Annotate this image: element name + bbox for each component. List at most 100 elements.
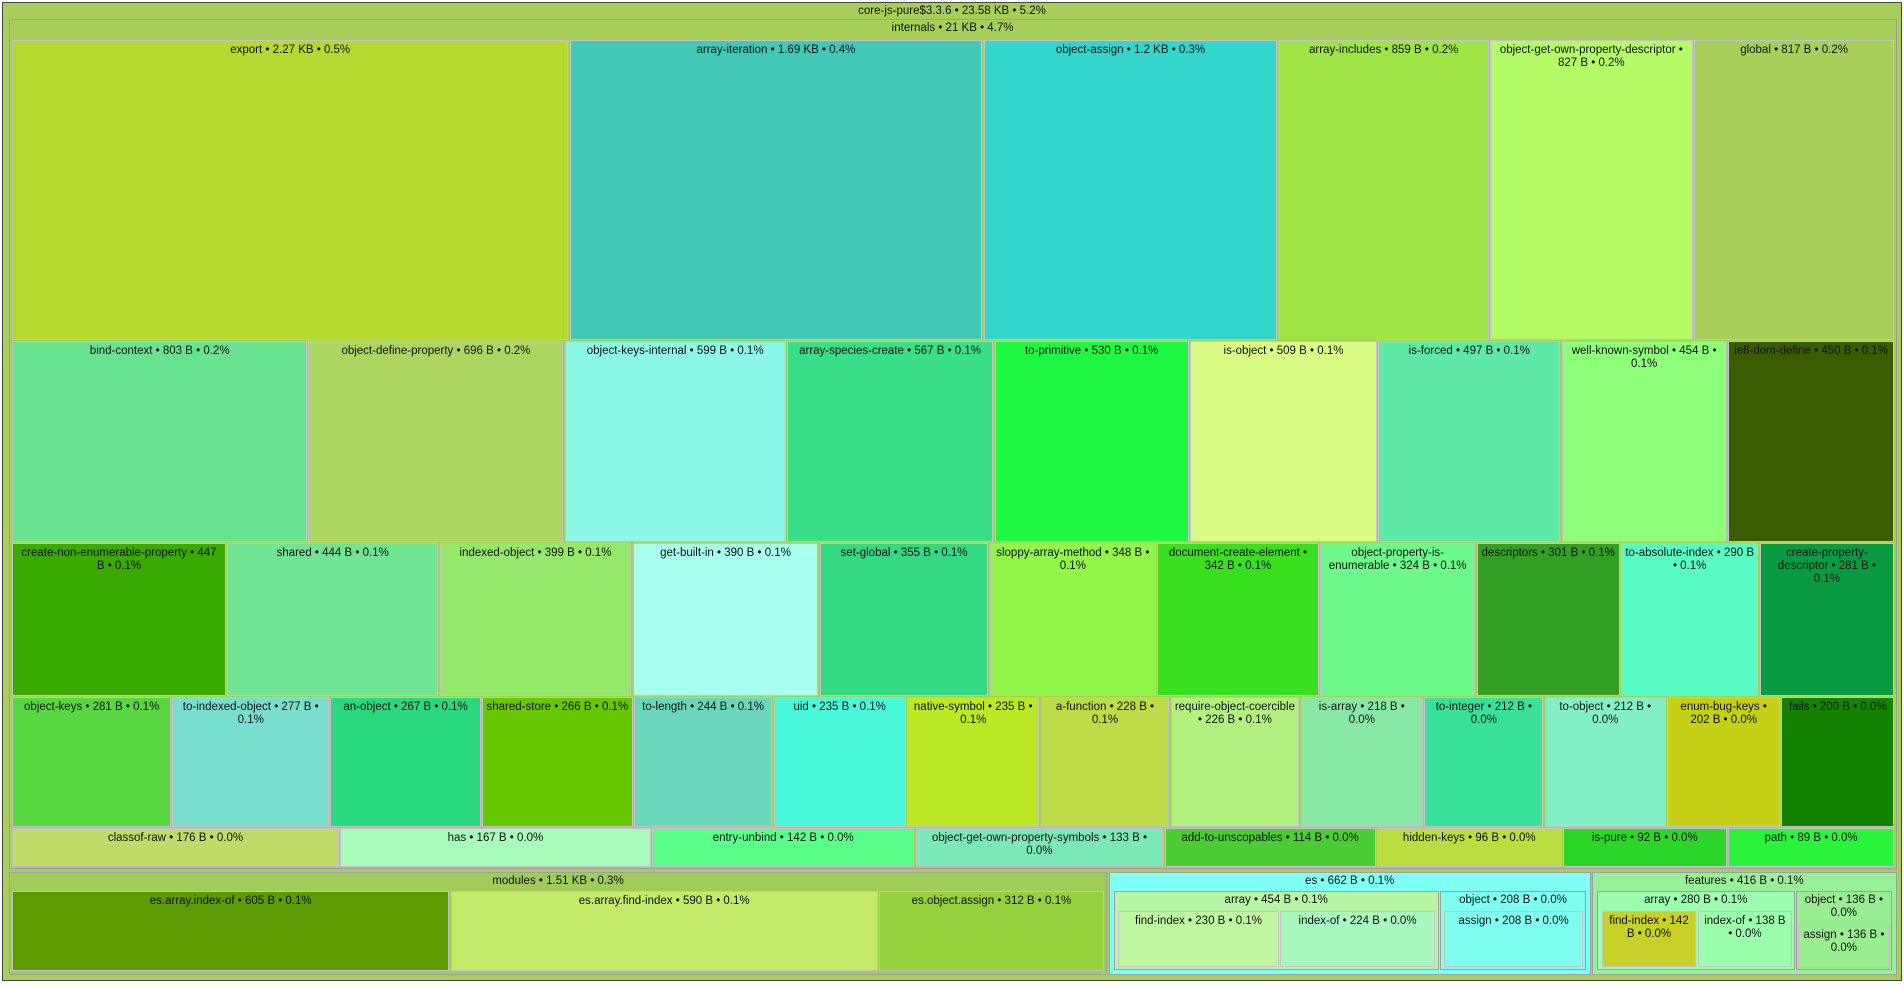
cell-label: core-js-pure$3.3.6 • 23.58 KB • 5.2% (858, 5, 1046, 18)
treemap-cell-bind-context[interactable]: bind-context • 803 B • 0.2% (12, 341, 308, 542)
treemap-cell-classof-raw[interactable]: classof-raw • 176 B • 0.0% (12, 828, 339, 867)
treemap-cell-object-get-own-property-descriptor[interactable]: object-get-own-property-descriptor • 827… (1489, 40, 1693, 340)
treemap-cell-a-function[interactable]: a-function • 228 B • 0.1% (1040, 697, 1170, 827)
treemap-cell-ie8-dom-define[interactable]: ie8-dom-define • 450 B • 0.1% (1727, 341, 1895, 542)
treemap-cell-native-symbol[interactable]: native-symbol • 235 B • 0.1% (907, 697, 1040, 827)
cell-label: hidden-keys • 96 B • 0.0% (1402, 832, 1536, 845)
treemap-cell-create-property-descriptor[interactable]: create-property-descriptor • 281 B • 0.1… (1759, 542, 1895, 696)
treemap-cell-to-indexed-object[interactable]: to-indexed-object • 277 B • 0.1% (172, 697, 330, 827)
cell-label: array-iteration • 1.69 KB • 0.4% (696, 44, 856, 57)
cell-label: is-pure • 92 B • 0.0% (1591, 832, 1698, 845)
cell-label: document-create-element • 342 B • 0.1% (1168, 546, 1308, 572)
cell-label: is-object • 509 B • 0.1% (1223, 345, 1344, 358)
cell-label: global • 817 B • 0.2% (1740, 44, 1848, 57)
cell-label: create-property-descriptor • 281 B • 0.1… (1777, 546, 1876, 585)
cell-label: array • 280 B • 0.1% (1644, 894, 1748, 907)
cell-label: object-define-property • 696 B • 0.2% (341, 345, 531, 358)
treemap-cell-find-index[interactable]: find-index • 230 B • 0.1% (1118, 910, 1279, 967)
treemap-cell-well-known-symbol[interactable]: well-known-symbol • 454 B • 0.1% (1561, 341, 1727, 542)
treemap-cell-array-species-create[interactable]: array-species-create • 567 B • 0.1% (786, 341, 994, 542)
cell-label: native-symbol • 235 B • 0.1% (913, 701, 1033, 726)
treemap-cell-get-built-in[interactable]: get-built-in • 390 B • 0.1% (632, 542, 819, 696)
cell-label: classof-raw • 176 B • 0.0% (107, 832, 244, 845)
cell-label: create-non-enumerable-property • 447 B •… (21, 546, 217, 572)
treemap-cell-sloppy-array-method[interactable]: sloppy-array-method • 348 B • 0.1% (989, 542, 1156, 696)
treemap-cell-array-iteration[interactable]: array-iteration • 1.69 KB • 0.4% (569, 40, 983, 340)
treemap-cell-add-to-unscopables[interactable]: add-to-unscopables • 114 B • 0.0% (1164, 828, 1376, 867)
treemap-cell-to-length[interactable]: to-length • 244 B • 0.1% (633, 697, 773, 827)
cell-label: index-of • 138 B • 0.0% (1704, 914, 1786, 940)
cell-label: fails • 200 B • 0.0% (1789, 701, 1887, 713)
treemap-cell-to-object[interactable]: to-object • 212 B • 0.0% (1544, 697, 1666, 827)
cell-label: es.array.find-index • 590 B • 0.1% (578, 895, 750, 908)
treemap-cell-descriptors[interactable]: descriptors • 301 B • 0.1% (1476, 542, 1620, 696)
cell-label: object • 136 B • 0.0% (1804, 894, 1884, 920)
treemap-cell-object-define-property[interactable]: object-define-property • 696 B • 0.2% (308, 341, 564, 542)
treemap-cell-is-forced[interactable]: is-forced • 497 B • 0.1% (1378, 341, 1561, 542)
cell-label: is-forced • 497 B • 0.1% (1408, 345, 1530, 358)
treemap-cell-global[interactable]: global • 817 B • 0.2% (1693, 40, 1895, 340)
treemap-cell-index-of[interactable]: index-of • 224 B • 0.0% (1279, 910, 1436, 967)
treemap-cell-document-create-element[interactable]: document-create-element • 342 B • 0.1% (1157, 542, 1319, 696)
treemap-cell-to-absolute-index[interactable]: to-absolute-index • 290 B • 0.1% (1621, 542, 1759, 696)
treemap-cell-object-keys[interactable]: object-keys • 281 B • 0.1% (12, 697, 172, 827)
treemap-cell-array-includes[interactable]: array-includes • 859 B • 0.2% (1278, 40, 1489, 340)
cell-label: to-absolute-index • 290 B • 0.1% (1625, 546, 1755, 572)
cell-label: object-keys-internal • 599 B • 0.1% (586, 345, 764, 358)
cell-label: to-primitive • 530 B • 0.1% (1024, 345, 1159, 358)
cell-label: path • 89 B • 0.0% (1764, 832, 1858, 845)
cell-label: descriptors • 301 B • 0.1% (1481, 546, 1615, 559)
cell-label: a-function • 228 B • 0.1% (1055, 701, 1155, 726)
cell-label: to-object • 212 B • 0.0% (1559, 701, 1652, 726)
treemap-cell-uid[interactable]: uid • 235 B • 0.1% (773, 697, 906, 827)
treemap-cell-es-array-find-index[interactable]: es.array.find-index • 590 B • 0.1% (450, 891, 878, 972)
treemap-cell-assign[interactable]: assign • 208 B • 0.0% (1443, 910, 1584, 967)
treemap-cell-set-global[interactable]: set-global • 355 B • 0.1% (819, 542, 989, 696)
cell-label: to-indexed-object • 277 B • 0.1% (182, 701, 319, 726)
cell-label: find-index • 142 B • 0.0% (1609, 914, 1689, 940)
treemap-cell-es-object-assign[interactable]: es.object.assign • 312 B • 0.1% (879, 891, 1104, 972)
treemap-cell-require-object-coercible[interactable]: require-object-coercible • 226 B • 0.1% (1170, 697, 1300, 827)
cell-label: object-get-own-property-symbols • 133 B … (931, 832, 1147, 858)
cell-label: assign • 136 B • 0.0% (1803, 929, 1885, 955)
treemap-cell-enum-bug-keys[interactable]: enum-bug-keys • 202 B • 0.0% (1667, 697, 1781, 827)
cell-label: is-array • 218 B • 0.0% (1318, 701, 1405, 726)
treemap-cell-entry-unbind[interactable]: entry-unbind • 142 B • 0.0% (652, 828, 915, 867)
treemap-cell-object-assign[interactable]: object-assign • 1.2 KB • 0.3% (983, 40, 1278, 340)
cell-label: object-get-own-property-descriptor • 827… (1499, 44, 1683, 70)
treemap-cell-has[interactable]: has • 167 B • 0.0% (340, 828, 651, 867)
treemap-cell-es-array-index-of[interactable]: es.array.index-of • 605 B • 0.1% (12, 891, 450, 972)
cell-label: object-keys • 281 B • 0.1% (24, 701, 160, 713)
cell-label: to-length • 244 B • 0.1% (642, 701, 764, 713)
treemap-cell-is-object[interactable]: is-object • 509 B • 0.1% (1190, 341, 1377, 542)
treemap-cell-shared[interactable]: shared • 444 B • 0.1% (227, 542, 439, 696)
cell-label: bind-context • 803 B • 0.2% (89, 345, 230, 358)
treemap-cell-find-index[interactable]: find-index • 142 B • 0.0% (1601, 910, 1697, 967)
treemap-cell-shared-store[interactable]: shared-store • 266 B • 0.1% (482, 697, 633, 827)
treemap-cell-object-get-own-property-symbols[interactable]: object-get-own-property-symbols • 133 B … (915, 828, 1164, 867)
treemap-cell-object-keys-internal[interactable]: object-keys-internal • 599 B • 0.1% (564, 341, 786, 542)
treemap-cell-path[interactable]: path • 89 B • 0.0% (1727, 828, 1895, 867)
treemap-cell-fails[interactable]: fails • 200 B • 0.0% (1781, 697, 1895, 827)
cell-label: require-object-coercible • 226 B • 0.1% (1174, 701, 1295, 726)
cell-label: to-integer • 212 B • 0.0% (1435, 701, 1532, 726)
treemap-cell-is-pure[interactable]: is-pure • 92 B • 0.0% (1562, 828, 1727, 867)
cell-label: object-property-is-enumerable • 324 B • … (1328, 546, 1467, 572)
treemap-cell-an-object[interactable]: an-object • 267 B • 0.1% (330, 697, 481, 827)
treemap-cell-index-of[interactable]: index-of • 138 B • 0.0% (1697, 910, 1793, 967)
treemap-cell-indexed-object[interactable]: indexed-object • 399 B • 0.1% (439, 542, 632, 696)
treemap-cell-assign[interactable]: assign • 136 B • 0.0% (1798, 925, 1890, 968)
cell-label: array • 454 B • 0.1% (1224, 894, 1328, 907)
treemap-cell-export[interactable]: export • 2.27 KB • 0.5% (12, 40, 569, 340)
treemap-cell-hidden-keys[interactable]: hidden-keys • 96 B • 0.0% (1377, 828, 1562, 867)
cell-label: index-of • 224 B • 0.0% (1298, 914, 1417, 927)
treemap-cell-to-integer[interactable]: to-integer • 212 B • 0.0% (1424, 697, 1544, 827)
cell-label: an-object • 267 B • 0.1% (343, 701, 468, 713)
treemap-cell-create-non-enumerable-property[interactable]: create-non-enumerable-property • 447 B •… (12, 542, 226, 696)
cell-label: modules • 1.51 KB • 0.3% (492, 874, 624, 887)
treemap-cell-is-array[interactable]: is-array • 218 B • 0.0% (1300, 697, 1424, 827)
treemap-cell-object-property-is-enumerable[interactable]: object-property-is-enumerable • 324 B • … (1319, 542, 1476, 696)
treemap-cell-to-primitive[interactable]: to-primitive • 530 B • 0.1% (994, 341, 1189, 542)
cell-label: internals • 21 KB • 4.7% (891, 22, 1014, 35)
